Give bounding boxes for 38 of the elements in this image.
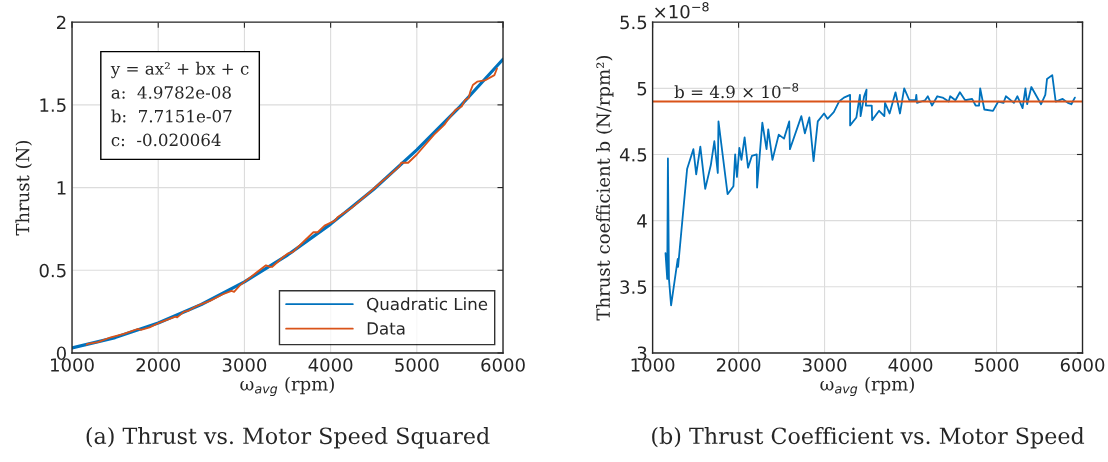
x-tick-label: 3000 bbox=[802, 358, 847, 372]
text: (b) Thrust Coefficient vs. Motor Speed bbox=[652, 426, 1085, 449]
y-axis-title: Thrust coefficient b (N/rpm²) bbox=[596, 55, 614, 321]
x-tick-label: 6000 bbox=[1060, 358, 1105, 372]
x-tick-label: 1000 bbox=[51, 358, 94, 372]
y-tick-label: 4 bbox=[637, 214, 647, 228]
y-tick-label: 5.5 bbox=[620, 15, 647, 30]
x-tick-label: 4000 bbox=[308, 358, 353, 372]
x-tick-label: 2000 bbox=[136, 358, 180, 372]
x-tick-label: 4000 bbox=[888, 358, 933, 372]
y-tick-label: 5 bbox=[637, 82, 647, 96]
text: (a) Thrust vs. Motor Speed Squared bbox=[86, 426, 490, 449]
y-tick-label: 2 bbox=[56, 15, 66, 30]
y-tick-label: 3.5 bbox=[620, 280, 647, 294]
annotation: y = ax² + bx + c bbox=[110, 61, 249, 79]
legend-label: Quadratic Line bbox=[367, 297, 488, 313]
y-tick-label: 0.5 bbox=[39, 263, 66, 278]
y-tick-label: 3 bbox=[637, 346, 647, 361]
legend-label: Data bbox=[367, 322, 405, 335]
x-axis-title: ω$_{avg}$ (rpm) bbox=[820, 376, 914, 396]
x-tick-label: 5000 bbox=[974, 358, 1019, 372]
y-tick-label: 1 bbox=[57, 181, 66, 195]
x-tick-label: 5000 bbox=[395, 358, 439, 372]
line-series bbox=[664, 74, 1076, 307]
x-tick-label: 2000 bbox=[716, 358, 761, 372]
annotation: b: 7.7151e-07 bbox=[111, 109, 232, 123]
y-tick-label: 0 bbox=[56, 346, 66, 361]
y-tick-label: 1.5 bbox=[40, 98, 66, 112]
x-tick-label: 3000 bbox=[222, 358, 267, 372]
y-tick-label: 4.5 bbox=[619, 148, 647, 162]
x-tick-label: 6000 bbox=[481, 358, 525, 372]
x-axis-title: ω$_{avg}$ (rpm) bbox=[240, 376, 334, 396]
ref-line-label: b = 4.9 × 10$^{−8}$ bbox=[674, 82, 799, 99]
annotation: a: 4.9782e-08 bbox=[111, 86, 231, 99]
x-tick-label: 1000 bbox=[631, 358, 675, 372]
text: ×10$^{−8}$ bbox=[655, 1, 709, 19]
y-axis-title: Thrust (N) bbox=[15, 140, 32, 236]
annotation: c: -0.020064 bbox=[111, 133, 221, 147]
